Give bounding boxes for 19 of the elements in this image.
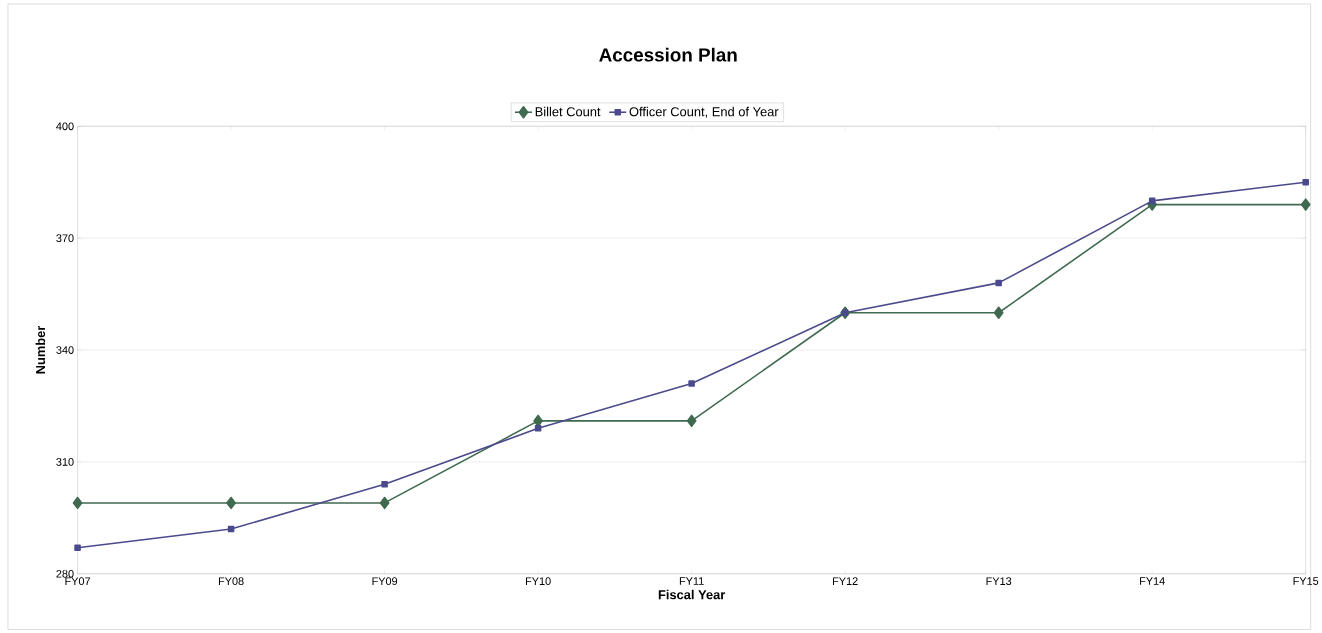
x-tick-label: FY11 <box>679 577 704 585</box>
x-tick-label: FY07 <box>65 577 91 585</box>
y-axis-title: Number <box>35 325 46 374</box>
x-axis-title: Fiscal Year <box>658 589 726 600</box>
x-tick-label: FY14 <box>1140 577 1165 585</box>
y-tick-label: 370 <box>56 234 74 242</box>
x-tick-label: FY09 <box>372 577 398 585</box>
legend-label: Officer Count, End of Year <box>629 106 779 118</box>
x-tick-label: FY13 <box>986 577 1012 585</box>
x-tick-label: FY12 <box>833 577 858 585</box>
x-tick-label: FY15 <box>1293 577 1319 585</box>
y-tick-label: 400 <box>56 122 74 130</box>
y-tick-label: 280 <box>56 569 74 578</box>
x-tick-label: FY08 <box>218 577 244 585</box>
legend-label: Billet Count <box>535 106 601 117</box>
chart-title: Accession Plan <box>599 47 737 62</box>
x-tick-label: FY10 <box>525 577 551 585</box>
y-tick-label: 310 <box>56 457 74 466</box>
y-tick-label: 340 <box>56 345 74 354</box>
